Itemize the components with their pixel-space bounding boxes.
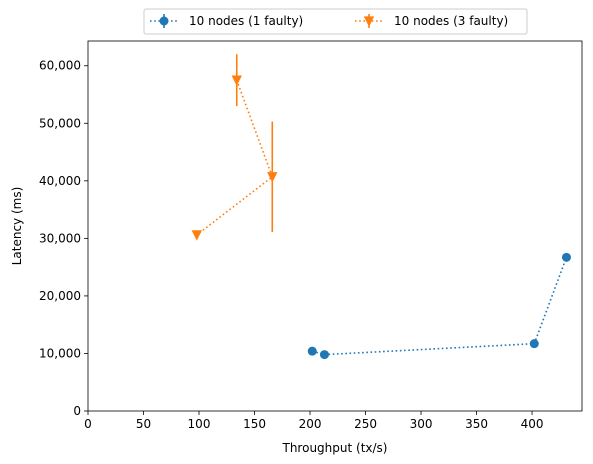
x-tick-label: 300 (410, 417, 433, 431)
legend-label: 10 nodes (1 faulty) (189, 14, 303, 28)
y-tick-label: 20,000 (39, 289, 81, 303)
data-point (191, 230, 202, 241)
legend-label: 10 nodes (3 faulty) (394, 14, 508, 28)
x-axis: 0 50 100 150 200 250 300 350 400 (84, 411, 543, 431)
x-tick-label: 250 (354, 417, 377, 431)
y-tick-label: 0 (73, 404, 81, 418)
data-point (267, 172, 278, 183)
data-point (561, 252, 571, 262)
legend-item: 10 nodes (3 faulty) (355, 14, 508, 28)
legend-item: 10 nodes (1 faulty) (150, 14, 303, 28)
y-axis-label: Latency (ms) (10, 187, 24, 266)
plot-frame (87, 40, 583, 412)
legend-entries: 10 nodes (1 faulty) 10 nodes (3 faulty) (150, 14, 508, 28)
y-tick-label: 50,000 (39, 116, 81, 130)
legend-marker (159, 16, 169, 26)
x-axis-label: Throughput (tx/s) (282, 441, 388, 455)
series-2 (191, 54, 278, 241)
x-tick-label: 400 (521, 417, 544, 431)
y-tick-label: 60,000 (39, 59, 81, 73)
y-axis: 0 10,000 20,000 30,000 40,000 50,000 60,000 (39, 59, 88, 418)
y-tick-label: 40,000 (39, 174, 81, 188)
plot-area (191, 54, 571, 360)
series-line (312, 257, 568, 356)
series-line (196, 79, 274, 236)
data-point (307, 346, 317, 356)
x-tick-label: 50 (136, 417, 151, 431)
x-tick-label: 350 (465, 417, 488, 431)
y-tick-label: 10,000 (39, 346, 81, 360)
x-tick-label: 100 (188, 417, 211, 431)
x-tick-label: 200 (299, 417, 322, 431)
data-point (319, 350, 329, 360)
x-tick-label: 150 (243, 417, 266, 431)
legend-marker (363, 16, 375, 27)
legend-box (143, 8, 528, 35)
legend: 10 nodes (1 faulty) 10 nodes (3 faulty) (143, 8, 528, 35)
data-point (529, 339, 539, 349)
data-point (231, 75, 242, 86)
series-1 (307, 252, 571, 360)
x-tick-label: 0 (84, 417, 92, 431)
y-tick-label: 30,000 (39, 231, 81, 245)
